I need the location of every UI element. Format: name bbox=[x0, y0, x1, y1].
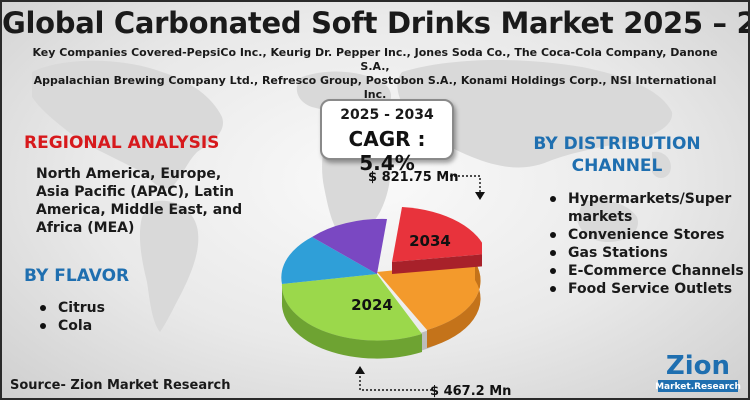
distribution-heading: BY DISTRIBUTION CHANNEL bbox=[512, 133, 722, 177]
pie-slice-green-side bbox=[281, 284, 422, 359]
bullet-icon bbox=[550, 286, 556, 292]
bullet-icon bbox=[40, 323, 46, 329]
callout-arrow-2034 bbox=[450, 175, 481, 194]
logo-word: Zion bbox=[666, 351, 730, 381]
callout-arrow-2024-head bbox=[355, 366, 365, 374]
callout-arrow-2034-head bbox=[475, 192, 485, 200]
flavor-heading: BY FLAVOR bbox=[24, 266, 130, 286]
list-item-label: Cola bbox=[58, 318, 93, 334]
bullet-icon bbox=[40, 305, 46, 311]
pie-slice-red-side bbox=[392, 254, 482, 274]
cagr-value: CAGR : 5.4% bbox=[348, 127, 426, 175]
pie-slice-red bbox=[392, 207, 482, 262]
logo-sub: Market.Research bbox=[655, 382, 741, 392]
page-title: Global Carbonated Soft Drinks Market 202… bbox=[2, 6, 750, 40]
list-item-label: Gas Stations bbox=[568, 245, 668, 261]
bullet-icon bbox=[550, 232, 556, 238]
distribution-list: Hypermarkets/Super markets Convenience S… bbox=[550, 190, 745, 298]
cagr-box: 2025 - 2034 CAGR : 5.4% bbox=[320, 99, 454, 175]
list-item: Citrus bbox=[40, 299, 105, 317]
list-item: Cola bbox=[40, 317, 105, 335]
bullet-icon bbox=[550, 196, 556, 202]
pie-slice-blue bbox=[281, 237, 377, 284]
distribution-heading-line-2: CHANNEL bbox=[571, 156, 663, 176]
list-item-label: Hypermarkets/Super markets bbox=[568, 191, 732, 225]
pie-slice-orange-side bbox=[427, 262, 481, 348]
pie-slice-orange bbox=[377, 262, 481, 330]
list-item-label: Citrus bbox=[58, 300, 105, 316]
list-item-label: Food Service Outlets bbox=[568, 281, 733, 297]
pie-label-2024: 2024 bbox=[351, 296, 393, 314]
callout-value-2024: $ 467.2 Mn bbox=[430, 384, 511, 398]
companies-line-1: Key Companies Covered-PepsiCo Inc., Keur… bbox=[32, 46, 718, 73]
source-text: Source- Zion Market Research bbox=[10, 378, 231, 393]
key-companies: Key Companies Covered-PepsiCo Inc., Keur… bbox=[22, 46, 728, 102]
list-item: Convenience Stores bbox=[550, 226, 745, 244]
bullet-icon bbox=[550, 268, 556, 274]
bullet-icon bbox=[550, 250, 556, 256]
zion-logo: Zion Market.Research bbox=[655, 351, 741, 392]
pie-label-2034: 2034 bbox=[409, 232, 451, 250]
list-item-label: Convenience Stores bbox=[568, 227, 725, 243]
callout-arrow-2024 bbox=[359, 372, 432, 391]
list-item: Food Service Outlets bbox=[550, 280, 745, 298]
flavor-list: Citrus Cola bbox=[40, 299, 105, 335]
distribution-heading-line-1: BY DISTRIBUTION bbox=[533, 134, 701, 154]
regional-analysis-text: North America, Europe, Asia Pacific (APA… bbox=[36, 166, 243, 236]
list-item: Hypermarkets/Super markets bbox=[550, 190, 745, 226]
companies-line-2: Appalachian Brewing Company Ltd., Refres… bbox=[33, 74, 717, 101]
pie-slice-green bbox=[281, 274, 422, 341]
pie-slice-purple bbox=[312, 218, 387, 274]
list-item: E-Commerce Channels bbox=[550, 262, 745, 280]
list-item-label: E-Commerce Channels bbox=[568, 263, 744, 279]
logo-sub-bar bbox=[658, 380, 738, 392]
list-item: Gas Stations bbox=[550, 244, 745, 262]
cagr-years: 2025 - 2034 bbox=[340, 107, 434, 123]
callout-value-2034: $ 821.75 Mn bbox=[368, 170, 458, 185]
pie-chart: 2034 2024 bbox=[281, 207, 482, 359]
regional-analysis-heading: REGIONAL ANALYSIS bbox=[24, 133, 220, 153]
